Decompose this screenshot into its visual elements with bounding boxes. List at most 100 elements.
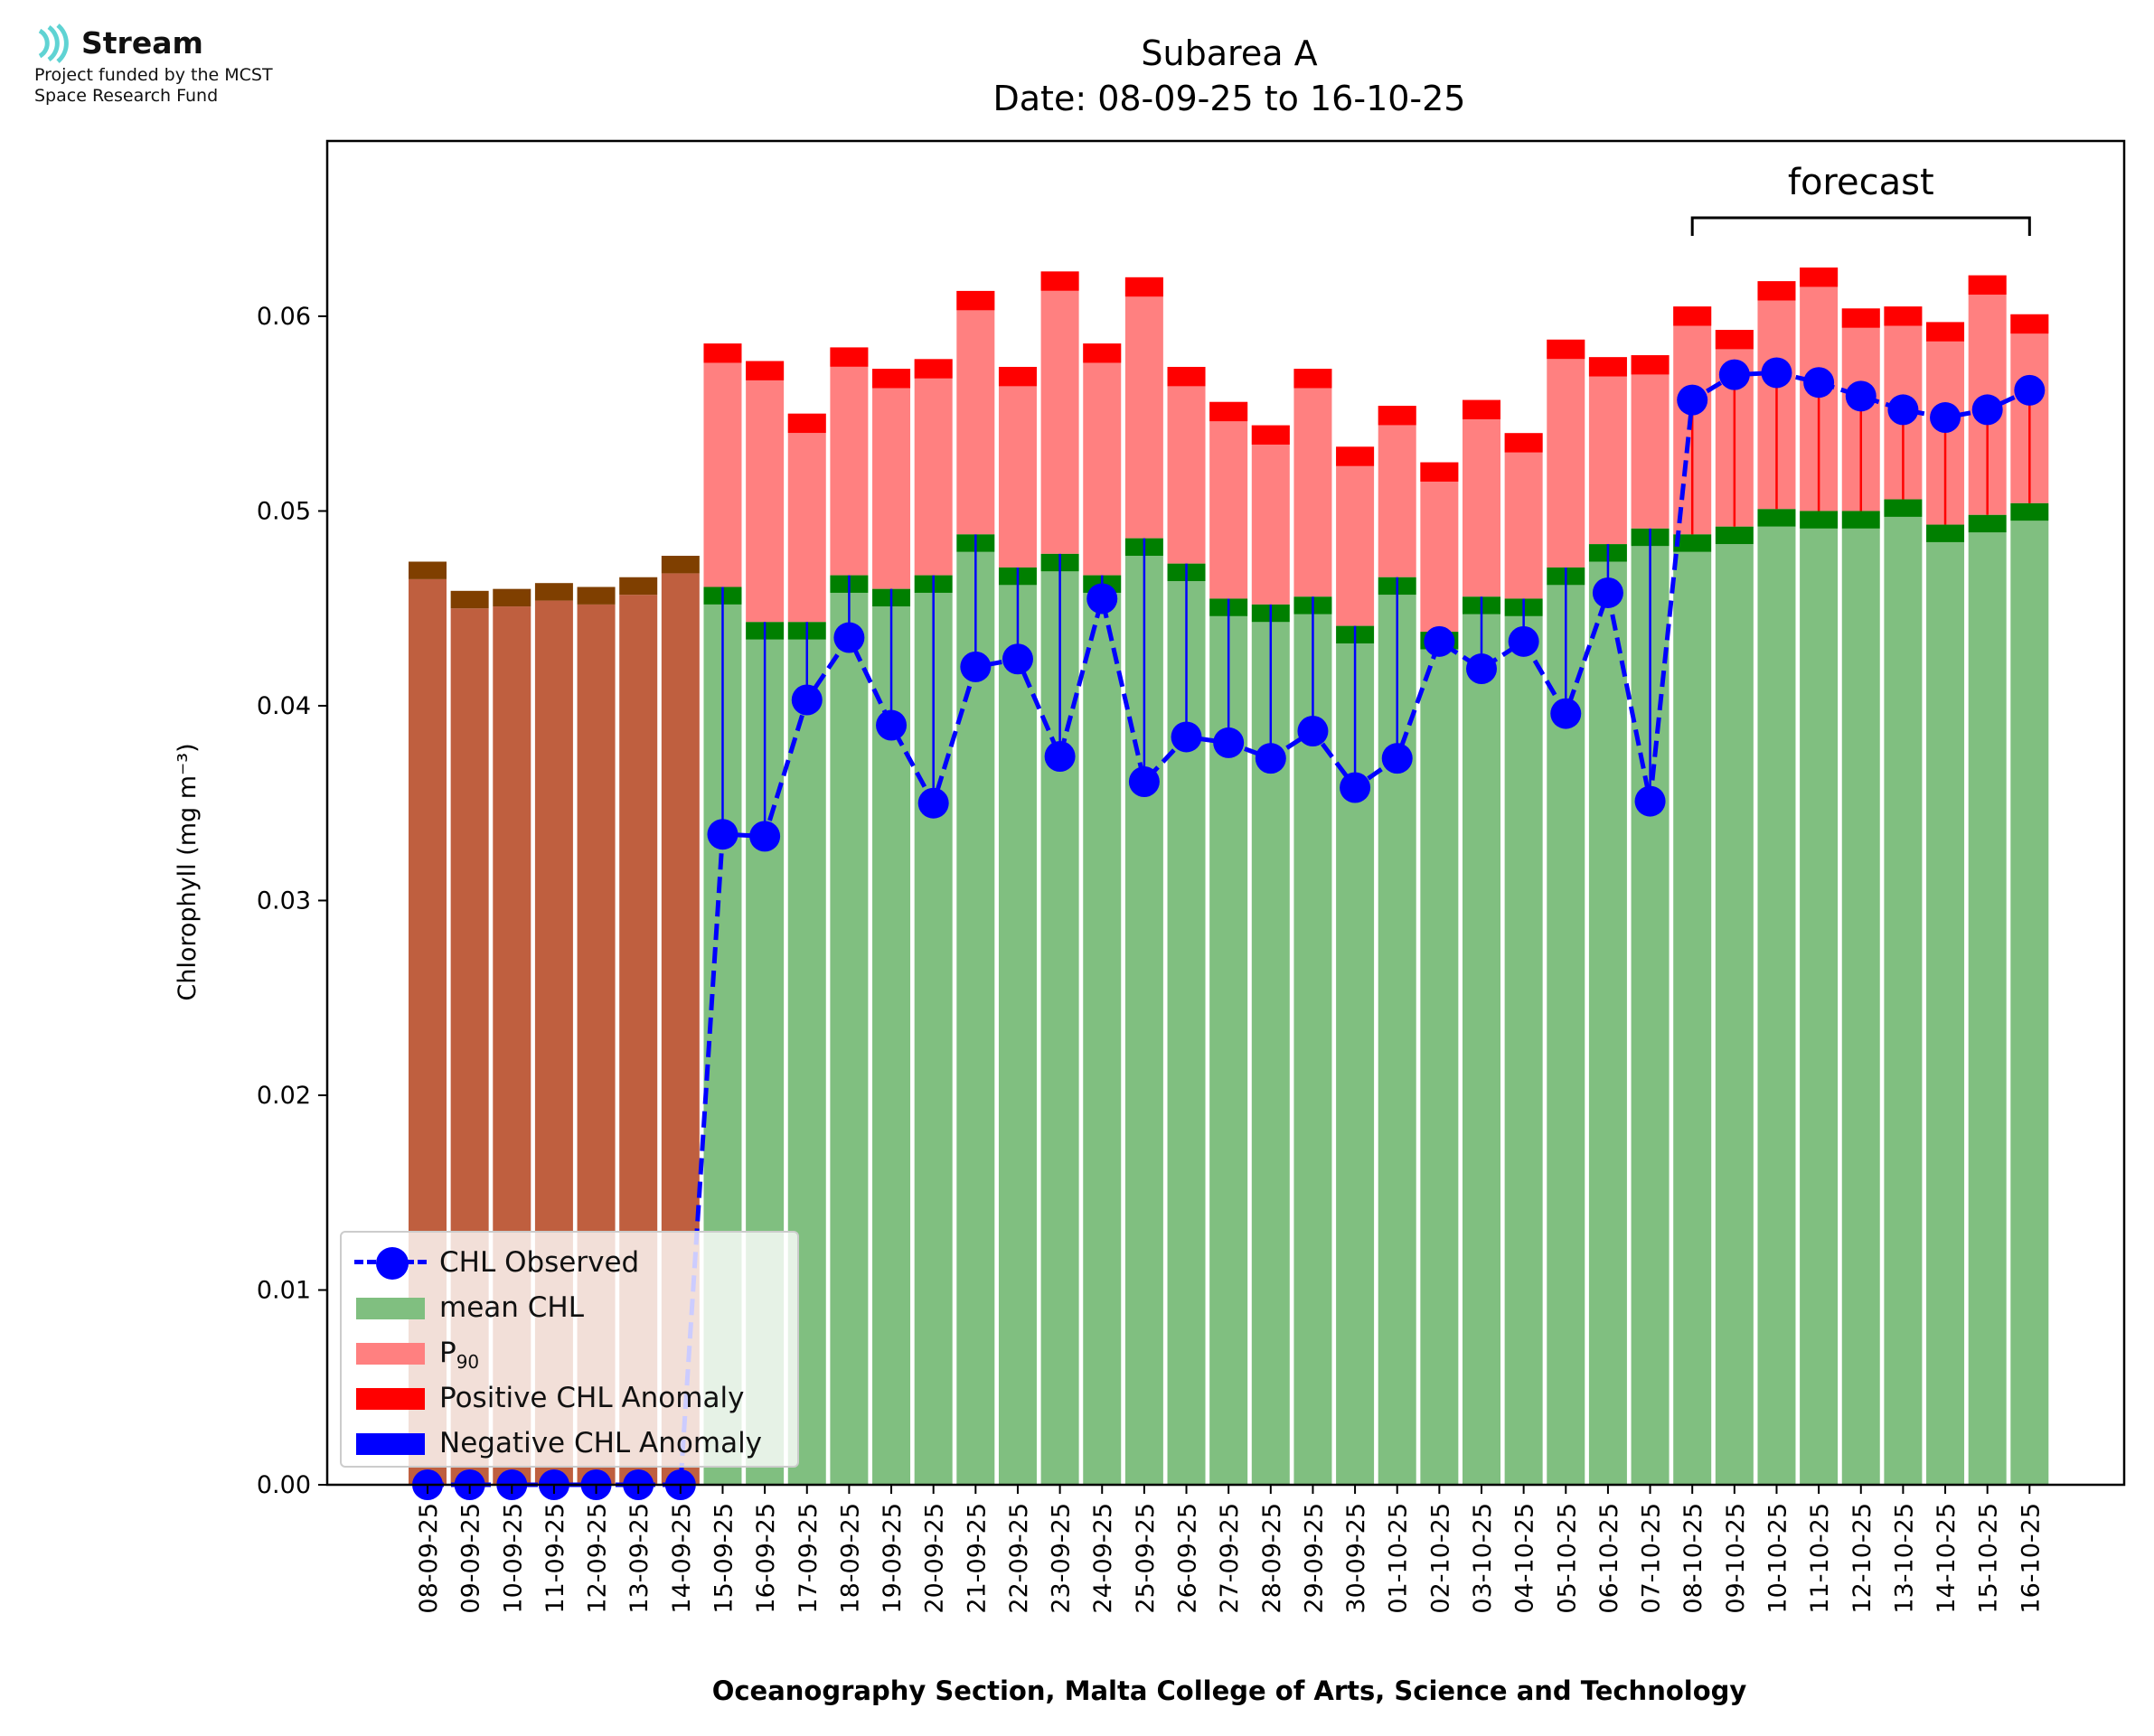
observed-point: [1340, 772, 1371, 803]
observed-point: [1550, 698, 1582, 729]
p90-bar: [1420, 462, 1459, 633]
p90-bar-cap: [914, 359, 953, 379]
observed-point: [1213, 727, 1245, 758]
mean-bar: [1463, 614, 1500, 1485]
p90-bar-cap: [1841, 308, 1880, 328]
p90-bar-cap: [830, 347, 869, 367]
forecast-label: forecast: [1788, 162, 1934, 203]
observed-point: [1634, 785, 1666, 817]
x-axis-label: Oceanography Section, Malta College of A…: [712, 1675, 1747, 1706]
legend-label-p90: P90: [439, 1337, 479, 1373]
mean-bar: [1293, 614, 1332, 1485]
legend-label-positive: Positive CHL Anomaly: [439, 1382, 745, 1414]
p90-bar-cap: [1673, 306, 1712, 326]
p90-bar-cap: [1757, 281, 1796, 301]
x-tick-label: 17-09-25: [795, 1503, 823, 1614]
x-tick-label: 23-09-25: [1048, 1503, 1076, 1614]
climatology-bar-cap: [661, 556, 700, 574]
p90-bar-cap: [1378, 406, 1416, 426]
mean-bar-cap: [1968, 514, 2007, 533]
y-tick-label: 0.00: [257, 1471, 311, 1499]
p90-bar: [1167, 366, 1206, 564]
p90-bar: [1209, 401, 1248, 599]
mean-bar-cap: [1673, 534, 1712, 552]
mean-bar: [1420, 649, 1459, 1485]
mean-bar: [1800, 528, 1839, 1486]
x-tick-label: 11-10-25: [1806, 1503, 1834, 1614]
mean-bar-cap: [1757, 509, 1796, 527]
p90-bar: [872, 369, 911, 589]
x-tick-label: 14-10-25: [1933, 1503, 1961, 1614]
y-tick-label: 0.01: [257, 1276, 311, 1304]
x-tick-label: 13-10-25: [1890, 1503, 1918, 1614]
p90-bar: [998, 366, 1037, 568]
legend-observed-marker: [376, 1247, 409, 1280]
logo-subtitle-line1: Project funded by the MCST: [34, 65, 273, 85]
mean-bar: [1083, 592, 1122, 1485]
observed-point: [1086, 583, 1118, 615]
p90-bar: [1124, 277, 1163, 539]
observed-point: [1592, 577, 1623, 608]
mean-bar-cap: [2010, 502, 2049, 521]
legend-p90-subscript: 90: [456, 1351, 480, 1374]
y-tick-label: 0.03: [257, 887, 311, 915]
p90-bar-cap: [1420, 462, 1459, 482]
legend-item-positive: Positive CHL Anomaly: [342, 1375, 797, 1421]
p90-bar-cap: [1124, 277, 1163, 297]
observed-point: [707, 819, 738, 850]
mean-bar: [1715, 544, 1754, 1485]
observed-point: [960, 651, 992, 682]
legend-item-p90: P90: [342, 1330, 797, 1375]
y-tick-label: 0.06: [257, 303, 311, 331]
logo-name: Stream: [81, 25, 203, 61]
x-tick-label: 09-10-25: [1722, 1503, 1750, 1614]
x-tick-label: 19-09-25: [879, 1503, 907, 1614]
observed-point: [1845, 380, 1877, 412]
p90-bar: [1293, 369, 1332, 597]
forecast-bracket: [1690, 216, 2031, 236]
p90-bar-cap: [703, 343, 742, 363]
climatology-bar-cap: [619, 577, 658, 596]
x-tick-label: 03-10-25: [1469, 1503, 1497, 1614]
p90-bar: [1588, 357, 1627, 545]
p90-bar: [746, 361, 785, 623]
y-tick-label: 0.02: [257, 1082, 311, 1110]
p90-bar-cap: [1463, 399, 1500, 419]
x-tick-label: 24-09-25: [1089, 1503, 1117, 1614]
legend-swatch-negative: [356, 1433, 425, 1455]
legend-label-observed: CHL Observed: [439, 1246, 640, 1279]
mean-bar-cap: [1884, 499, 1923, 517]
y-tick-label: 0.04: [257, 692, 311, 720]
legend-label-mean: mean CHL: [439, 1291, 584, 1324]
observed-point: [1718, 359, 1750, 390]
mean-bar: [1547, 585, 1585, 1485]
x-tick-label: 13-09-25: [626, 1503, 654, 1614]
x-tick-label: 15-10-25: [1975, 1503, 2003, 1614]
p90-bar-cap: [1800, 267, 1839, 287]
p90-bar-cap: [1884, 306, 1923, 326]
observed-point: [1466, 653, 1497, 685]
observed-point: [1044, 741, 1076, 773]
climatology-bar-cap: [493, 588, 531, 607]
x-tick-label: 04-10-25: [1511, 1503, 1539, 1614]
observed-point: [1171, 721, 1202, 753]
observed-point: [833, 622, 865, 653]
p90-bar: [703, 343, 742, 587]
mean-bar: [1209, 615, 1248, 1485]
plot-frame: [325, 139, 2126, 1487]
p90-bar: [1547, 339, 1585, 568]
mean-bar-cap: [1841, 511, 1880, 529]
observed-point: [1677, 384, 1708, 416]
legend-swatch-p90: [356, 1343, 425, 1365]
x-tick-label: 14-09-25: [668, 1503, 696, 1614]
p90-bar-cap: [746, 361, 785, 380]
mean-bar: [1504, 615, 1543, 1485]
chart-title: Subarea A: [1141, 33, 1317, 73]
x-tick-label: 21-09-25: [963, 1503, 991, 1614]
p90-bar-cap: [1547, 339, 1585, 360]
x-tick-label: 12-09-25: [584, 1503, 612, 1614]
p90-bar: [1631, 355, 1670, 529]
observed-point: [2014, 374, 2046, 406]
x-tick-label: 27-09-25: [1216, 1503, 1244, 1614]
